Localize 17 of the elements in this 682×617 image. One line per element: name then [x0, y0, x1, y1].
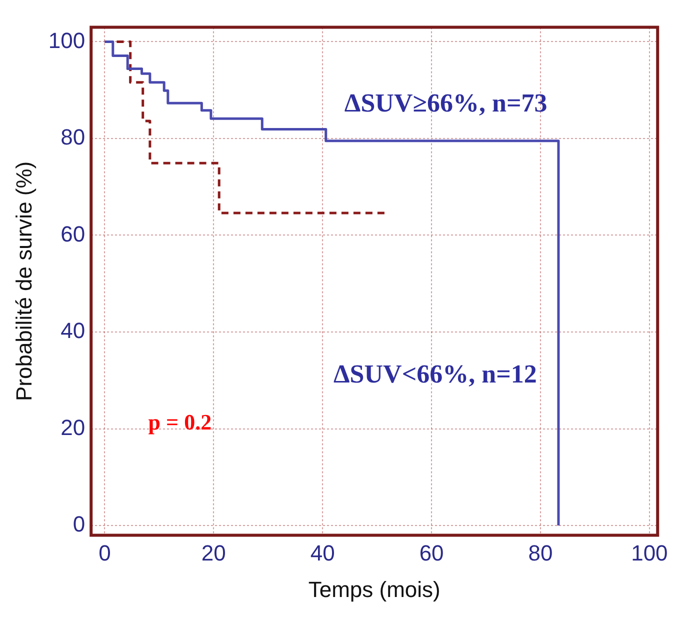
y-tick-label: 40 — [60, 318, 86, 344]
y-tick-label: 0 — [72, 512, 86, 537]
x-tick-label: 0 — [98, 540, 111, 566]
x-tick-label: 60 — [419, 540, 444, 566]
x-tick-label: 20 — [201, 540, 226, 566]
annotation: p = 0.2 — [148, 410, 212, 435]
x-axis-title: Temps (mois) — [308, 576, 440, 602]
y-tick-label: 80 — [60, 124, 86, 150]
x-tick-label: 100 — [631, 540, 668, 566]
annotation: ΔSUV≥66%, n=73 — [344, 88, 548, 118]
y-tick-label: 60 — [60, 221, 86, 246]
annotation: ΔSUV<66%, n=12 — [334, 359, 537, 388]
x-tick-label: 80 — [528, 540, 553, 566]
y-tick-label: 20 — [60, 414, 86, 440]
x-tick-label: 40 — [310, 540, 335, 566]
y-tick-label: 100 — [48, 28, 86, 53]
y-axis-title: Probabilité de survie (%) — [11, 161, 36, 402]
